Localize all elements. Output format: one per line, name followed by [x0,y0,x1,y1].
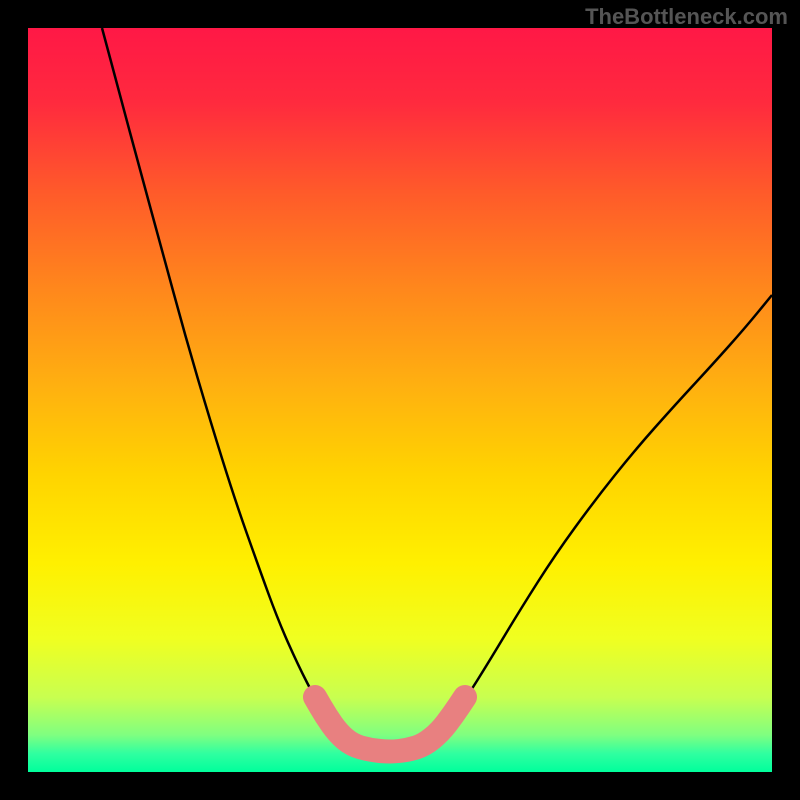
watermark-text: TheBottleneck.com [585,4,788,30]
plot-background [28,28,772,772]
bottleneck-chart [0,0,800,800]
chart-container: TheBottleneck.com [0,0,800,800]
